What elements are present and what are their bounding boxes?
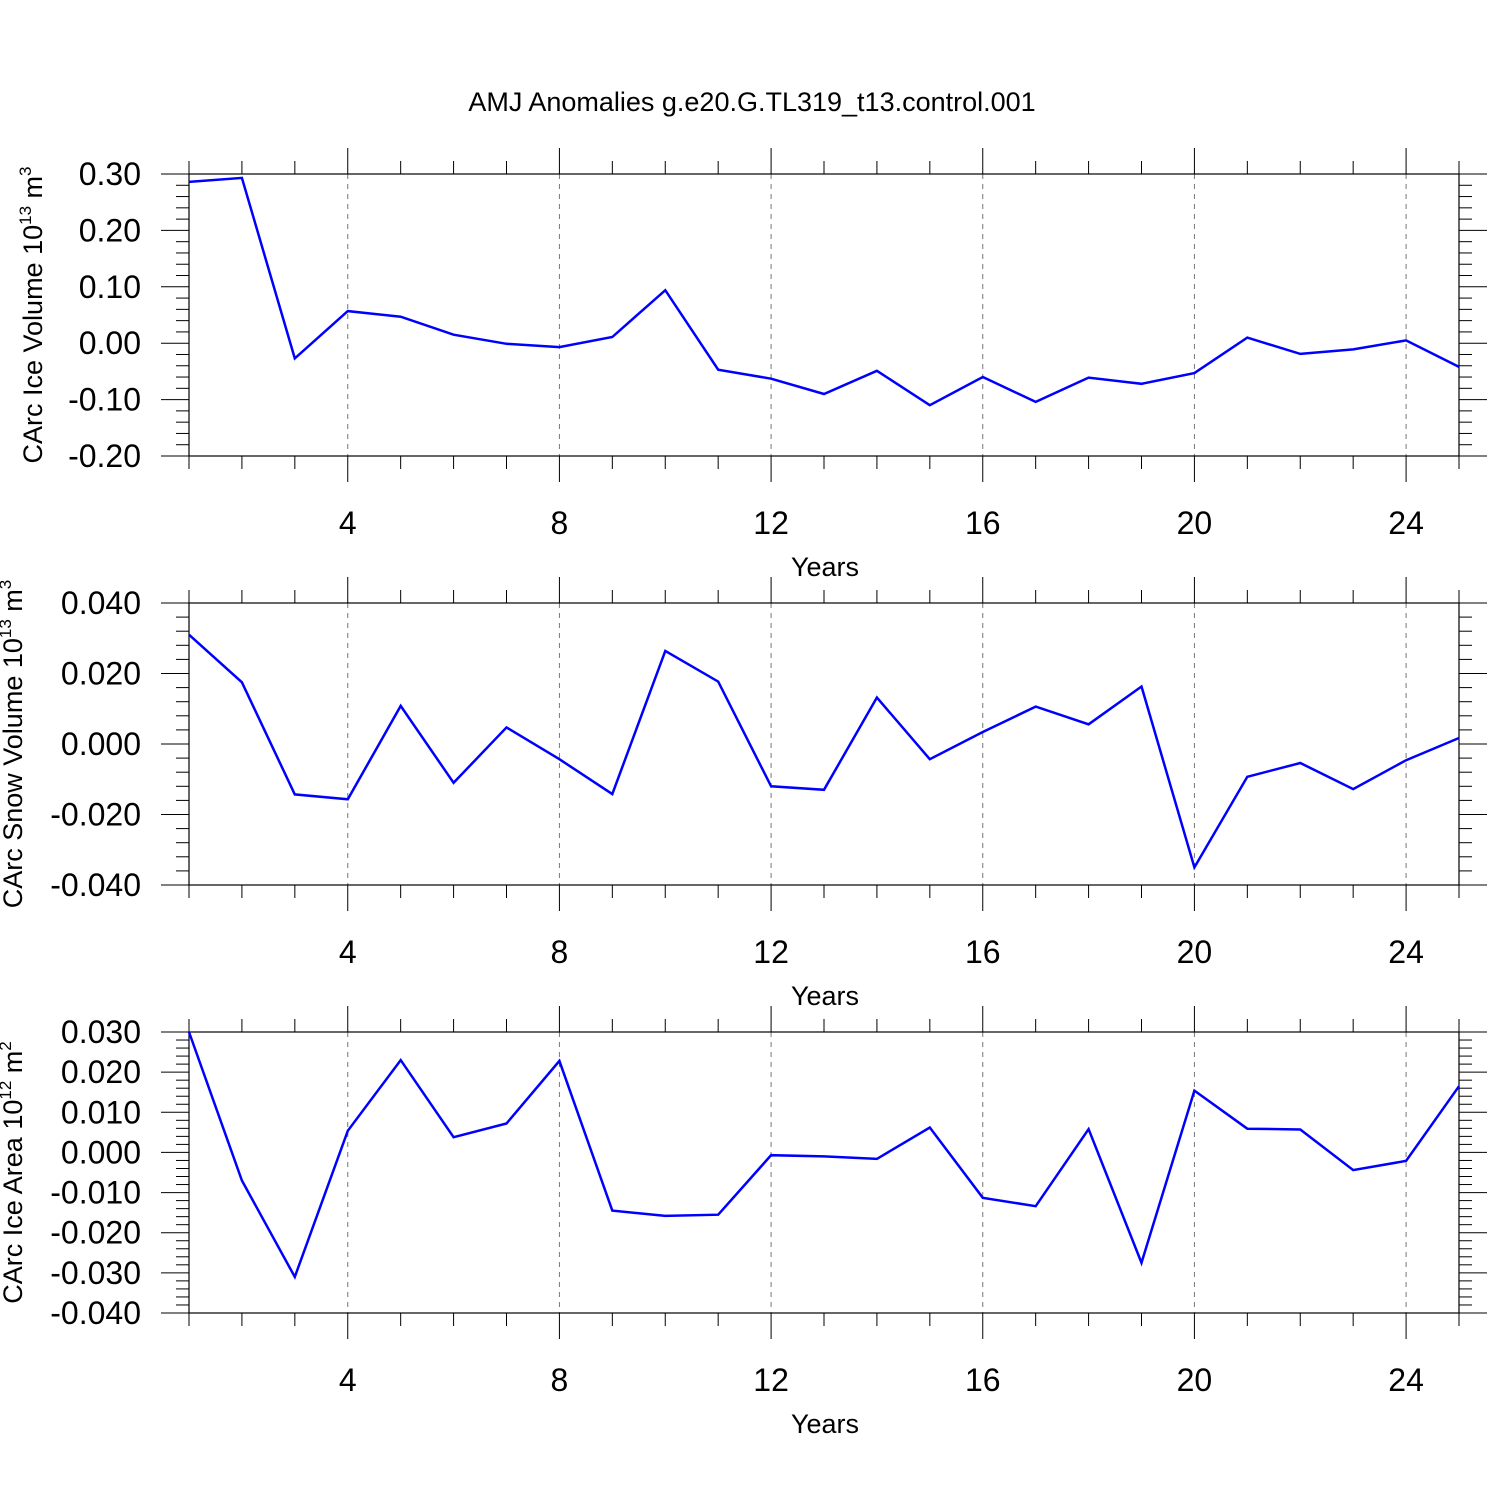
y-tick-label: 0.040: [61, 585, 141, 621]
x-tick-label: 4: [339, 1362, 357, 1398]
y-axis-unit: m: [0, 1051, 28, 1081]
ice-area-panel: 4 8 12 16 20 24 Years 0.030 0.020 0.010 0.000 -0.01…: [0, 1006, 1487, 1439]
x-tick-label: 24: [1388, 505, 1424, 541]
y-axis-unit-exponent: 2: [0, 1041, 15, 1050]
x-tick-label: 12: [753, 1362, 789, 1398]
y-tick-label: 0.20: [79, 212, 141, 248]
x-tick-label: 8: [551, 1362, 569, 1398]
x-tick-label: 16: [965, 934, 1001, 970]
y-axis-unit: m: [18, 176, 48, 206]
x-axis-title: Years: [791, 1409, 859, 1439]
y-tick-label: -0.020: [50, 797, 141, 833]
y-tick-label: 0.020: [61, 656, 141, 692]
y-axis-unit-exponent: 3: [0, 580, 15, 589]
x-tick-label: 16: [965, 505, 1001, 541]
y-axis-title-text: CArc Snow Volume 10: [0, 638, 28, 908]
snow-volume-panel: 4 8 12 16 20 24 Years 0.040 0.020 0.000 -0.020 -0.0…: [0, 577, 1487, 1011]
x-tick-label: 4: [339, 934, 357, 970]
y-tick-label: -0.020: [50, 1215, 141, 1251]
y-axis-title-text: CArc Ice Area 10: [0, 1100, 28, 1304]
y-axis-unit: m: [0, 589, 28, 619]
y-axis-exponent: 12: [0, 1081, 15, 1100]
y-tick-label: -0.040: [50, 1295, 141, 1331]
y-axis-exponent: 13: [16, 206, 35, 225]
x-tick-label: 24: [1388, 934, 1424, 970]
series-line: [188, 633, 1460, 871]
y-tick-label: 0.010: [61, 1094, 141, 1130]
y-tick-label: -0.20: [68, 438, 141, 474]
y-tick-label: -0.10: [68, 382, 141, 418]
y-tick-label: -0.010: [50, 1175, 141, 1211]
x-axis-title: Years: [791, 981, 859, 1011]
y-axis-title: CArc Ice Volume 1013 m3: [16, 166, 48, 463]
x-tick-label: 20: [1177, 505, 1213, 541]
x-tick-label: 16: [965, 1362, 1001, 1398]
y-tick-label: -0.040: [50, 867, 141, 903]
y-tick-label: 0.020: [61, 1054, 141, 1090]
y-tick-label: 0.10: [79, 269, 141, 305]
x-tick-label: 24: [1388, 1362, 1424, 1398]
x-tick-label: 4: [339, 505, 357, 541]
ice-volume-panel: 4 8 12 16 20 24 Years 0.30 0.20 0.10 0.00 -0.10 -0.2…: [16, 148, 1487, 582]
y-axis-title-text: CArc Ice Volume 10: [18, 225, 48, 464]
y-axis-exponent: 13: [0, 619, 15, 638]
series-line: [188, 176, 1460, 407]
x-tick-label: 20: [1177, 934, 1213, 970]
x-tick-label: 12: [753, 505, 789, 541]
y-tick-label: 0.000: [61, 726, 141, 762]
y-tick-label: 0.30: [79, 156, 141, 192]
x-tick-label: 8: [551, 934, 569, 970]
y-axis-title: CArc Ice Area 1012 m2: [0, 1041, 28, 1304]
y-axis-unit-exponent: 3: [16, 166, 35, 175]
x-tick-label: 20: [1177, 1362, 1213, 1398]
plot-frame: [188, 1031, 1460, 1314]
x-tick-label: 12: [753, 934, 789, 970]
y-tick-label: 0.000: [61, 1134, 141, 1170]
y-tick-label: 0.00: [79, 325, 141, 361]
y-tick-label: -0.030: [50, 1255, 141, 1291]
y-tick-label: 0.030: [61, 1014, 141, 1050]
x-axis-title: Years: [791, 552, 859, 582]
chart-title: AMJ Anomalies g.e20.G.TL319_t13.control.…: [468, 87, 1035, 117]
x-tick-label: 8: [551, 505, 569, 541]
series-line: [187, 1031, 1461, 1280]
y-axis-title: CArc Snow Volume 1013 m3: [0, 580, 28, 909]
